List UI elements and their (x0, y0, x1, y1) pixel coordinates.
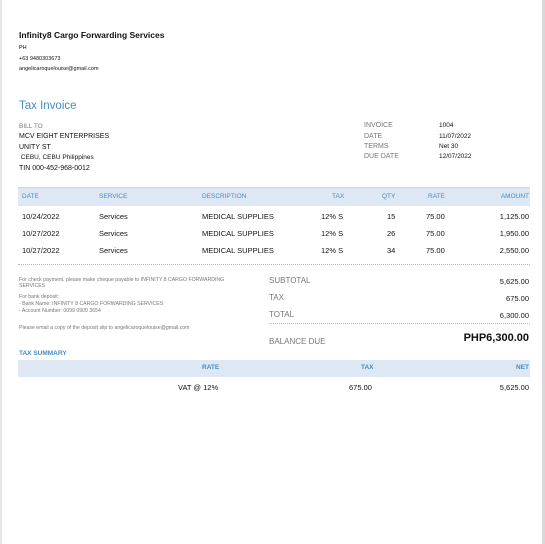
row-amount: 1,950.00 (499, 229, 529, 238)
company-email: angelicaroquelouise@gmail.com (19, 66, 99, 72)
bill-to-line: MCV EIGHT ENTERPRISES (19, 133, 110, 140)
column-header-rate: RATE (428, 193, 445, 200)
row-description: MEDICAL SUPPLIES (202, 212, 274, 221)
row-amount: 2,550.00 (499, 246, 529, 255)
bank-deposit-label: For bank deposit: (19, 294, 60, 300)
row-qty: 26 (387, 229, 396, 238)
tax-summary-header-net: NET (516, 364, 529, 371)
bill-to-label: BILL TO (19, 123, 43, 130)
bill-to-tin: TIN 000-452-968-0012 (19, 165, 90, 172)
row-date: 10/24/2022 (22, 212, 60, 221)
row-rate: 75.00 (426, 246, 445, 255)
row-service: Services (99, 246, 128, 255)
tax-value: 675.00 (506, 294, 529, 303)
row-date: 10/27/2022 (22, 246, 60, 255)
tax-summary-net: 5,625.00 (499, 383, 529, 392)
company-country: PH (19, 45, 27, 51)
row-service: Services (99, 212, 128, 221)
table-divider (18, 264, 530, 265)
tax-summary-header (18, 360, 530, 377)
bill-to-line: CEBU, CEBU Philippines (19, 154, 94, 161)
row-description: MEDICAL SUPPLIES (202, 229, 274, 238)
row-qty: 15 (387, 212, 396, 221)
column-header-service: SERVICE (99, 193, 128, 200)
row-rate: 75.00 (426, 212, 445, 221)
payment-note: For check payment, please make cheque pa… (19, 277, 225, 290)
deposit-slip-note: Please email a copy of the deposit slip … (19, 325, 190, 331)
column-header-qty: QTY (382, 193, 396, 200)
tax-label: TAX (269, 293, 284, 302)
balance-due-value: PHP6,300.00 (463, 332, 529, 344)
invoice-date-label: DATE (364, 133, 383, 140)
balance-due-label: BALANCE DUE (269, 337, 326, 346)
tax-summary-header-rate: RATE (202, 364, 220, 371)
column-header-tax: TAX (332, 193, 345, 200)
row-tax: 12% S (321, 212, 344, 221)
invoice-number: 1004 (439, 122, 454, 129)
row-service: Services (99, 229, 128, 238)
bill-to-line: UNITY ST (19, 144, 51, 151)
column-header-amount: AMOUNT (500, 193, 529, 200)
row-date: 10/27/2022 (22, 229, 60, 238)
tax-summary-tax: 675.00 (349, 383, 372, 392)
row-amount: 1,125.00 (499, 212, 529, 221)
due-date-label: DUE DATE (364, 153, 399, 160)
terms-label: TERMS (364, 143, 389, 150)
subtotal-label: SUBTOTAL (269, 276, 311, 285)
bank-name: - Bank Name: INFINITY 8 CARGO FORWARDING… (19, 301, 164, 307)
row-rate: 75.00 (426, 229, 445, 238)
totals-divider (269, 323, 530, 324)
account-number: - Account Number: 0099 0900 3654 (19, 308, 101, 314)
due-date: 12/07/2022 (439, 153, 472, 160)
terms-value: Net 30 (439, 143, 459, 150)
company-name: Infinity8 Cargo Forwarding Services (19, 30, 165, 40)
page-edge-right (542, 0, 545, 544)
row-tax: 12% S (321, 229, 344, 238)
invoice-date: 11/07/2022 (439, 133, 472, 140)
invoice-number-label: INVOICE (364, 122, 393, 129)
row-description: MEDICAL SUPPLIES (202, 246, 274, 255)
total-label: TOTAL (269, 310, 295, 319)
items-table-header (18, 187, 530, 206)
total-value: 6,300.00 (499, 311, 529, 320)
column-header-description: DESCRIPTION (202, 193, 247, 200)
tax-summary-rate: VAT @ 12% (178, 383, 219, 392)
page-edge-left (0, 0, 2, 544)
company-phone: +63 9480303673 (19, 56, 61, 62)
column-header-date: DATE (22, 193, 39, 200)
document-title: Tax Invoice (19, 100, 77, 112)
subtotal-value: 5,625.00 (499, 277, 529, 286)
tax-summary-title: TAX SUMMARY (19, 350, 67, 357)
row-qty: 34 (387, 246, 396, 255)
tax-summary-header-tax: TAX (361, 364, 374, 371)
row-tax: 12% S (321, 246, 344, 255)
